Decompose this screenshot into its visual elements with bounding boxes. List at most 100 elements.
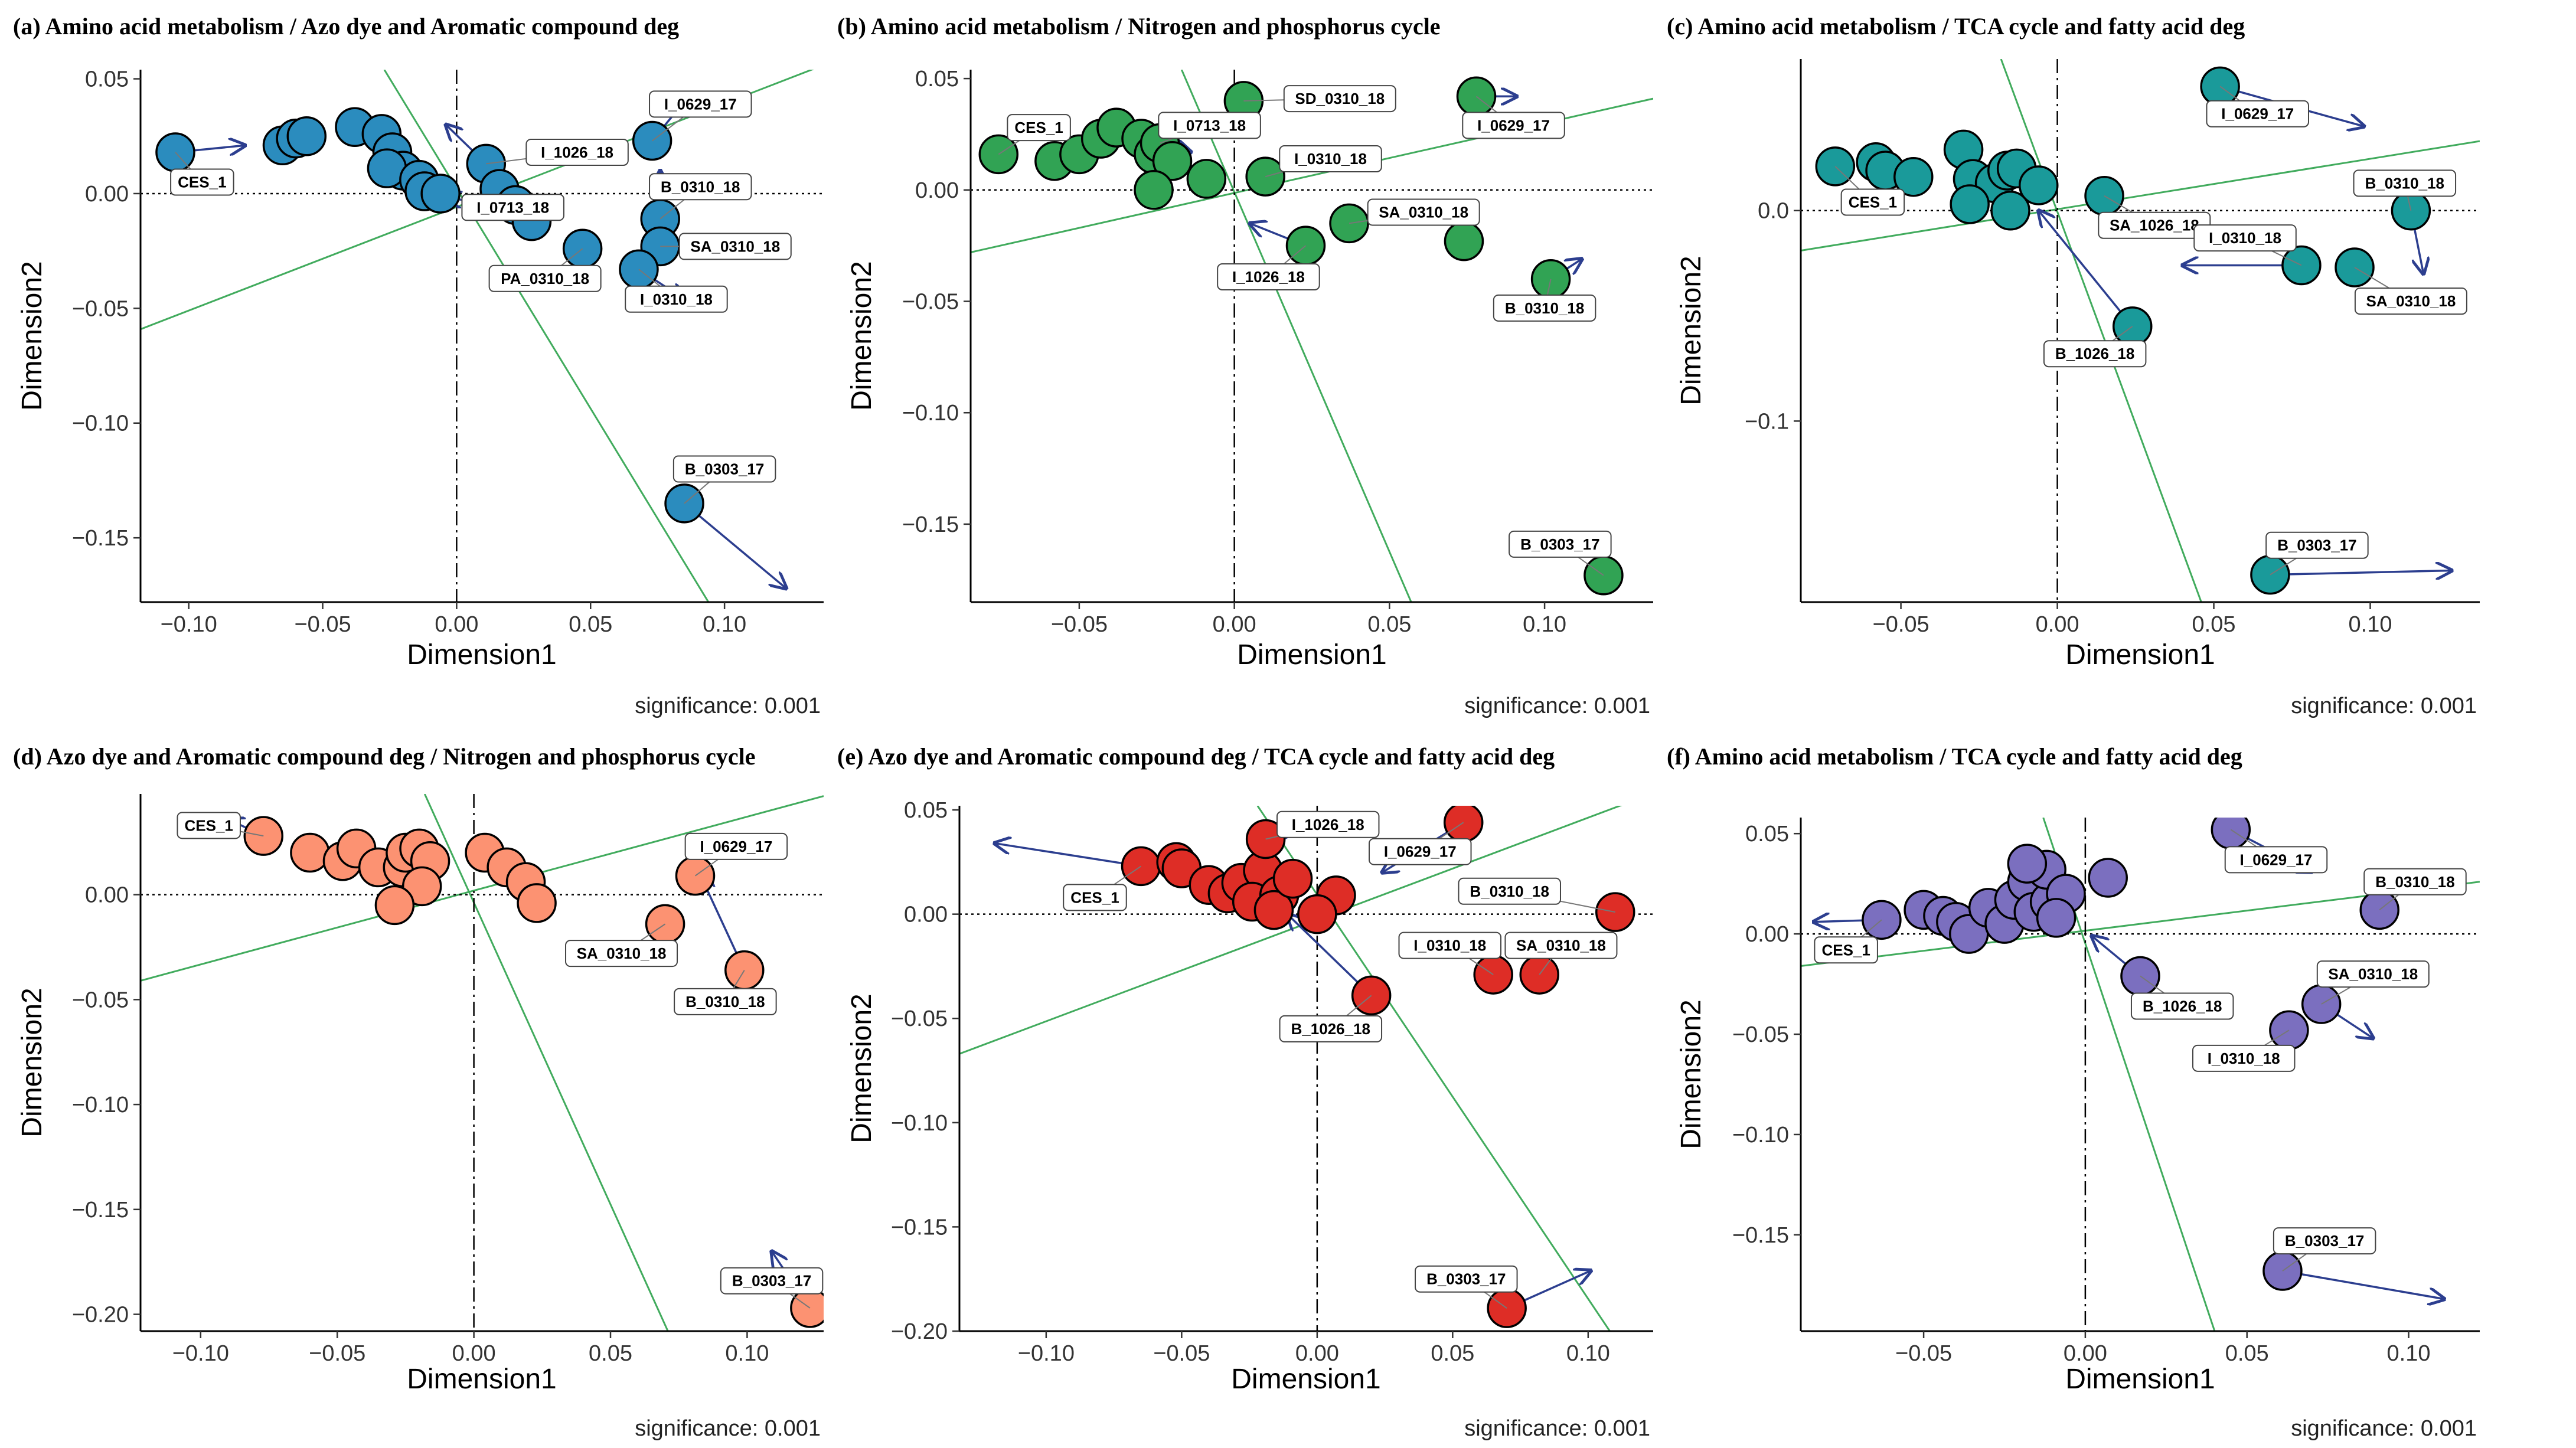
svg-text:B_0310_18: B_0310_18 [661, 178, 740, 195]
point-label: SD_0310_18 [1283, 85, 1396, 113]
svg-text:B_0310_18: B_0310_18 [1470, 882, 1549, 900]
point-label: I_0310_18 [625, 285, 728, 313]
point-label: B_0303_17 [672, 455, 776, 483]
point-label: I_1026_18 [1276, 810, 1380, 838]
svg-text:B_1026_18: B_1026_18 [2055, 345, 2134, 362]
point-label: I_0713_18 [461, 194, 564, 221]
point-label: B_0310_18 [649, 173, 752, 201]
y-tick-label: −0.20 [72, 1303, 129, 1328]
svg-text:CES_1: CES_1 [1070, 888, 1119, 906]
x-tick-label: 0.10 [2387, 1341, 2431, 1366]
sample-point [401, 866, 442, 907]
svg-text:SA_0310_18: SA_0310_18 [690, 237, 780, 255]
y-tick-label: 0.05 [1745, 822, 1789, 846]
point-label: I_0713_18 [1158, 112, 1261, 139]
sample-point [1134, 170, 1174, 210]
svg-text:I_1026_18: I_1026_18 [1232, 268, 1305, 286]
panel-title: (f) Amino acid metabolism / TCA cycle an… [1667, 743, 2242, 770]
y-axis-label: Dimension2 [1676, 256, 1707, 405]
y-tick-label: −0.05 [1732, 1022, 1789, 1047]
sample-point [1893, 156, 1934, 197]
sample-point [517, 883, 557, 923]
x-tick-label: 0.10 [2349, 612, 2392, 637]
point-label: I_1026_18 [1217, 263, 1320, 290]
x-tick-label: 0.00 [1213, 612, 1256, 637]
y-tick-label: −0.15 [891, 1215, 948, 1240]
panel-title: (b) Amino acid metabolism / Nitrogen and… [837, 13, 1441, 40]
significance-label: significance: 0.001 [635, 694, 821, 718]
svg-text:B_0303_17: B_0303_17 [2285, 1232, 2364, 1250]
sample-point [2036, 898, 2077, 938]
svg-text:B_0310_18: B_0310_18 [2375, 873, 2454, 891]
svg-text:SA_0310_18: SA_0310_18 [577, 944, 667, 962]
y-tick-label: 0.00 [1745, 922, 1789, 947]
x-tick-label: 0.00 [2036, 612, 2079, 637]
sample-point [290, 832, 330, 873]
x-tick-label: 0.05 [2192, 612, 2236, 637]
svg-text:I_0629_17: I_0629_17 [1477, 116, 1550, 134]
svg-text:SA_0310_18: SA_0310_18 [2328, 965, 2418, 983]
significance-label: significance: 0.001 [1464, 694, 1650, 718]
significance-label: significance: 0.001 [2291, 1416, 2477, 1441]
point-label: I_0629_17 [1462, 112, 1565, 139]
panel-e: (e) Azo dye and Aromatic compound deg / … [837, 743, 1653, 1441]
sample-point [1297, 894, 1337, 934]
fit-line [1801, 140, 2480, 251]
y-tick-label: 0.00 [85, 883, 129, 908]
point-label: B_0303_17 [2273, 1227, 2376, 1255]
sample-point [420, 174, 461, 214]
point-label: SA_0310_18 [565, 940, 678, 967]
point-label: B_1026_18 [2043, 340, 2147, 368]
point-label: SA_0310_18 [2354, 287, 2467, 315]
x-tick-label: −0.05 [309, 1341, 365, 1366]
shift-arrow [995, 844, 1141, 868]
point-label: B_0303_17 [720, 1267, 824, 1295]
y-tick-label: −0.1 [1745, 409, 1789, 434]
y-tick-label: −0.15 [72, 1198, 129, 1223]
plot-area [959, 806, 1653, 1331]
panel-c: (c) Amino acid metabolism / TCA cycle an… [1667, 13, 2480, 718]
point-label: I_1026_18 [525, 138, 629, 166]
y-tick-label: −0.05 [891, 1006, 948, 1031]
y-tick-label: −0.15 [72, 526, 129, 551]
sample-point [2007, 844, 2048, 884]
svg-text:I_0310_18: I_0310_18 [1294, 150, 1367, 168]
plot-area [1801, 818, 2480, 1331]
point-label: B_1026_18 [2130, 992, 2234, 1020]
point-label: B_0303_17 [1509, 530, 1612, 558]
y-tick-label: 0.0 [1758, 199, 1789, 224]
plot-area [141, 70, 824, 602]
panel-title: (a) Amino acid metabolism / Azo dye and … [13, 13, 679, 40]
panel-f: (f) Amino acid metabolism / TCA cycle an… [1667, 743, 2480, 1441]
point-label: B_1026_18 [1279, 1015, 1383, 1042]
point-label: PA_0310_18 [488, 264, 602, 292]
sample-point [1253, 890, 1294, 930]
svg-text:I_1026_18: I_1026_18 [541, 143, 613, 161]
point-label: SA_1026_18 [2098, 211, 2211, 239]
sample-point [632, 120, 672, 161]
svg-text:B_0303_17: B_0303_17 [2277, 537, 2356, 554]
svg-text:B_0303_17: B_0303_17 [1426, 1270, 1506, 1288]
fit-line [383, 70, 710, 602]
y-axis-label: Dimension2 [846, 993, 877, 1143]
x-tick-label: 0.00 [435, 612, 478, 637]
svg-text:I_0629_17: I_0629_17 [1384, 843, 1457, 861]
point-label: I_0629_17 [684, 832, 788, 860]
y-tick-label: 0.05 [85, 67, 129, 92]
significance-label: significance: 0.001 [2291, 694, 2477, 718]
point-label: I_0629_17 [2224, 846, 2328, 874]
point-label: I_0629_17 [649, 90, 752, 118]
x-tick-label: 0.05 [589, 1341, 632, 1366]
shift-arrow [2270, 571, 2451, 575]
significance-label: significance: 0.001 [1464, 1416, 1650, 1441]
x-tick-label: 0.05 [1367, 612, 1411, 637]
svg-text:CES_1: CES_1 [1849, 193, 1897, 211]
sample-point [1444, 221, 1484, 262]
svg-text:B_0310_18: B_0310_18 [1505, 299, 1584, 317]
y-tick-label: −0.10 [902, 401, 959, 426]
fit-line [423, 794, 669, 1331]
y-tick-label: −0.05 [902, 290, 959, 315]
x-tick-label: 0.05 [1431, 1341, 1474, 1366]
svg-text:I_0310_18: I_0310_18 [2208, 1050, 2280, 1067]
fit-line [2000, 59, 2202, 602]
